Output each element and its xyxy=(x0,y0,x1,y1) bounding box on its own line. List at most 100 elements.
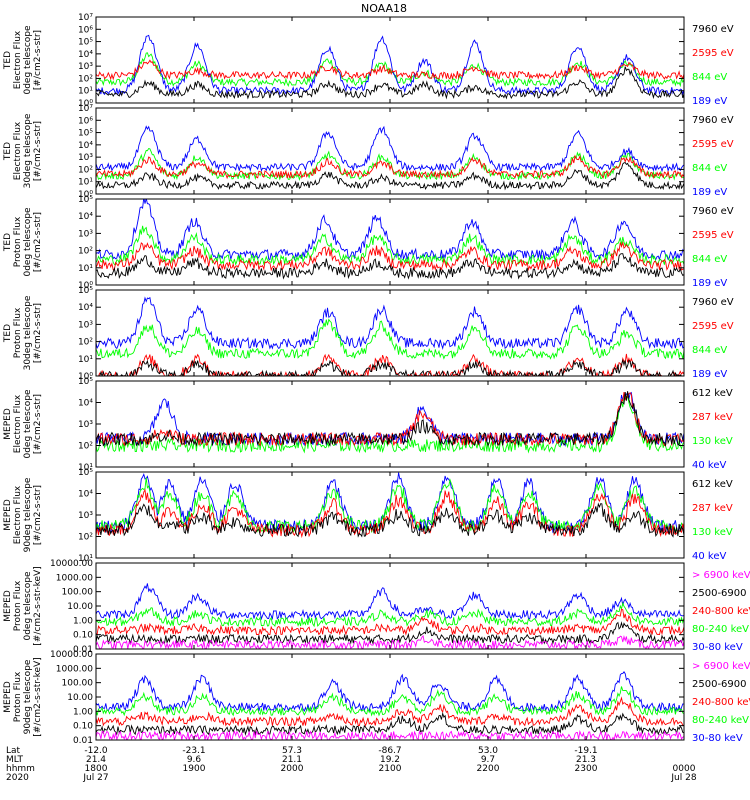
y-axis-label-line: MEPED xyxy=(3,681,13,713)
y-tick-label: 10² xyxy=(78,442,93,452)
x-row-value: 21.1 xyxy=(282,755,302,765)
legend-entry: 844 eV xyxy=(692,72,727,83)
x-row-value: 9.6 xyxy=(187,755,202,765)
series-group xyxy=(96,34,684,100)
series-line-287-kev xyxy=(96,392,684,447)
y-axis-label-line: Proton Flux xyxy=(13,216,23,267)
x-row-value: 2100 xyxy=(379,764,402,774)
y-axis-label-line: MEPED xyxy=(3,408,13,440)
y-axis-label-line: TED xyxy=(3,142,13,161)
series-line-240-800-kev xyxy=(96,608,684,637)
series-line-2595-ev xyxy=(96,353,684,376)
y-axis-label-line: 90deg telescope xyxy=(23,477,33,552)
x-row-value: -86.7 xyxy=(378,746,401,756)
panel-frame xyxy=(95,107,685,195)
x-row-value: 1800 xyxy=(85,764,108,774)
panel-frame xyxy=(95,562,685,650)
legend-entry: 189 eV xyxy=(692,187,727,198)
y-tick-label: 10⁴ xyxy=(78,50,93,60)
y-axis-label-line: 0deg telescope xyxy=(23,25,33,95)
series-line-7960-ev xyxy=(96,66,684,100)
y-tick-label: 10¹ xyxy=(78,264,93,274)
series-group xyxy=(96,583,684,649)
panel-8: 0.01 0.10 1.00 10.00 100.00 1000.00 10000.00 ME… xyxy=(3,650,750,746)
y-axis-label-line: [#/cm2-s-str] xyxy=(33,394,43,454)
y-axis-label-line: 30deg telescope xyxy=(23,295,33,370)
series-group xyxy=(96,472,684,539)
legend-entry: 287 keV xyxy=(692,412,733,423)
y-tick-label: 10³ xyxy=(78,229,93,239)
y-tick-label: 10⁴ xyxy=(78,212,93,222)
y-tick-label: 10² xyxy=(78,533,93,543)
series-line-189-ev xyxy=(96,125,684,173)
x-row-value: 2300 xyxy=(575,764,598,774)
y-tick-label: 10⁰ xyxy=(78,190,93,200)
y-tick-label: 10000.00 xyxy=(50,650,93,660)
y-tick-label: 1.00 xyxy=(73,616,93,626)
y-tick-label: 10⁴ xyxy=(78,303,93,313)
x-axis-labels: Lat -12.0 -23.1 57.3 -86.7 53.0 -19.1 MLT 21.4 9.… xyxy=(6,746,697,783)
y-tick-label: 10¹ xyxy=(78,355,93,365)
y-axis-label-line: 0deg telescope xyxy=(23,389,33,459)
series-line-189-ev xyxy=(96,296,684,351)
legend-entry: 2595 eV xyxy=(692,230,734,241)
x-row-value: 2200 xyxy=(477,764,500,774)
y-axis-label-line: Electron Flux xyxy=(13,485,23,544)
series-line-240-800-kev xyxy=(96,696,684,727)
series-line-2595-ev xyxy=(96,241,684,272)
legend-entry: 2500-6900 xyxy=(692,679,747,690)
y-tick-label: 10⁴ xyxy=(78,490,93,500)
x-row-label: hhmm xyxy=(6,764,35,774)
legend-entry: 844 eV xyxy=(692,345,727,356)
series-group xyxy=(96,125,684,191)
series-line-130-kev xyxy=(96,477,684,535)
y-tick-label: 0.10 xyxy=(73,722,93,732)
y-tick-label: 10⁴ xyxy=(78,141,93,151)
y-tick-label: 10000.00 xyxy=(50,559,93,569)
legend-entry: 80-240 keV xyxy=(692,624,749,635)
legend-entry: 40 keV xyxy=(692,460,726,471)
panel-frame xyxy=(95,380,685,468)
y-axis-label-line: 0deg telescope xyxy=(23,207,33,277)
x-row-value: 1900 xyxy=(183,764,206,774)
y-tick-label: 1000.00 xyxy=(56,573,93,583)
y-tick-label: 10⁰ xyxy=(78,99,93,109)
legend-entry: 7960 eV xyxy=(692,115,734,126)
x-row-value: 2000 xyxy=(281,764,304,774)
series-line-80-240-kev xyxy=(96,601,684,628)
y-tick-label: 10.00 xyxy=(67,693,93,703)
series-line-189-ev xyxy=(96,34,684,96)
y-tick-label: 10⁴ xyxy=(78,399,93,409)
y-tick-label: 10¹ xyxy=(78,463,93,473)
series-group xyxy=(96,296,684,376)
y-axis-label-line: [#/cm2-s-str] xyxy=(33,30,43,90)
legend-entry: 30-80 keV xyxy=(692,733,743,744)
legend-entry: 240-800 keV xyxy=(692,697,750,708)
y-axis-label-line: TED xyxy=(3,324,13,343)
legend-entry: 844 eV xyxy=(692,254,727,265)
y-tick-label: 10⁷ xyxy=(78,13,93,23)
legend-entry: 612 keV xyxy=(692,479,733,490)
y-tick-label: 10⁶ xyxy=(78,116,93,126)
x-row-value: 9.7 xyxy=(481,755,495,765)
y-tick-label: 100.00 xyxy=(62,588,94,598)
y-axis-label-line: [#/cm2-s-str-keV] xyxy=(33,657,43,736)
y-axis-label-line: Electron Flux xyxy=(13,121,23,180)
legend-entry: 844 eV xyxy=(692,163,727,174)
y-axis-label-line: 0deg telescope xyxy=(23,571,33,641)
x-row-value: 21.4 xyxy=(86,755,106,765)
y-tick-label: 10⁵ xyxy=(78,286,93,296)
series-line-7960-ev xyxy=(96,162,684,191)
y-tick-label: 10² xyxy=(78,338,93,348)
y-tick-label: 10³ xyxy=(78,62,93,72)
series-line-612-kev xyxy=(96,391,684,447)
panel-frame xyxy=(95,16,685,104)
x-row-value: 57.3 xyxy=(282,746,302,756)
y-axis-label-line: TED xyxy=(3,233,13,252)
y-axis-label-line: [#/cm2-s-str] xyxy=(33,121,43,181)
y-axis-label-line: Electron Flux xyxy=(13,30,23,89)
y-axis-label-line: [#/cm2-s-str] xyxy=(33,303,43,363)
x-row-value: 19.2 xyxy=(380,755,400,765)
y-tick-label: 10² xyxy=(78,247,93,257)
